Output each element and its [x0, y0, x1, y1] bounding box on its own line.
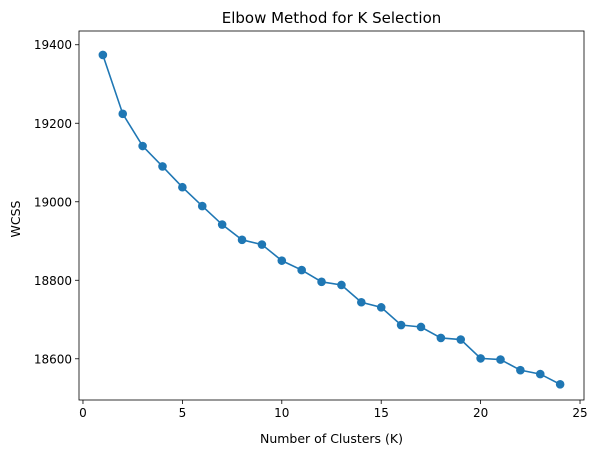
data-point — [416, 322, 426, 332]
plot-frame — [78, 30, 585, 401]
data-point — [456, 335, 466, 344]
series-line — [102, 54, 561, 386]
data-point — [217, 220, 227, 229]
data-point — [277, 256, 287, 265]
y-tick-label: 19400 — [34, 38, 72, 52]
y-tick-label: 18600 — [34, 352, 72, 366]
data-point — [436, 333, 446, 343]
y-axis-label: WCSS — [8, 200, 23, 237]
data-point — [98, 50, 108, 60]
plot-area: 0 5 10 15 20 25 18600 18800 19000 19200 19400 — [34, 30, 588, 420]
data-point — [257, 240, 267, 249]
y-tick-label: 19000 — [34, 195, 72, 209]
data-point — [237, 235, 247, 245]
data-point — [138, 141, 147, 151]
data-point — [178, 182, 187, 192]
x-tick-label: 0 — [79, 406, 87, 420]
chart-title: Elbow Method for K Selection — [222, 9, 442, 27]
data-point — [197, 201, 207, 211]
x-tick-label: 10 — [274, 406, 289, 420]
data-point — [376, 303, 386, 312]
x-tick-label: 25 — [572, 406, 587, 420]
x-tick-label: 5 — [179, 406, 187, 420]
x-tick-label: 15 — [374, 406, 389, 420]
data-point — [337, 280, 346, 290]
data-point — [555, 379, 565, 389]
data-point — [516, 365, 525, 375]
data-point — [158, 162, 167, 171]
y-tick-label: 18800 — [34, 274, 72, 288]
data-point — [317, 277, 326, 287]
data-point — [535, 369, 545, 379]
data-point — [297, 265, 306, 275]
data-point — [118, 109, 128, 119]
data-point — [496, 355, 505, 364]
data-point — [476, 354, 485, 363]
x-axis-label: Number of Clusters (K) — [260, 431, 403, 446]
data-point — [396, 320, 406, 330]
y-tick-label: 19200 — [34, 117, 72, 131]
data-point — [357, 297, 366, 307]
x-tick-label: 20 — [473, 406, 488, 420]
